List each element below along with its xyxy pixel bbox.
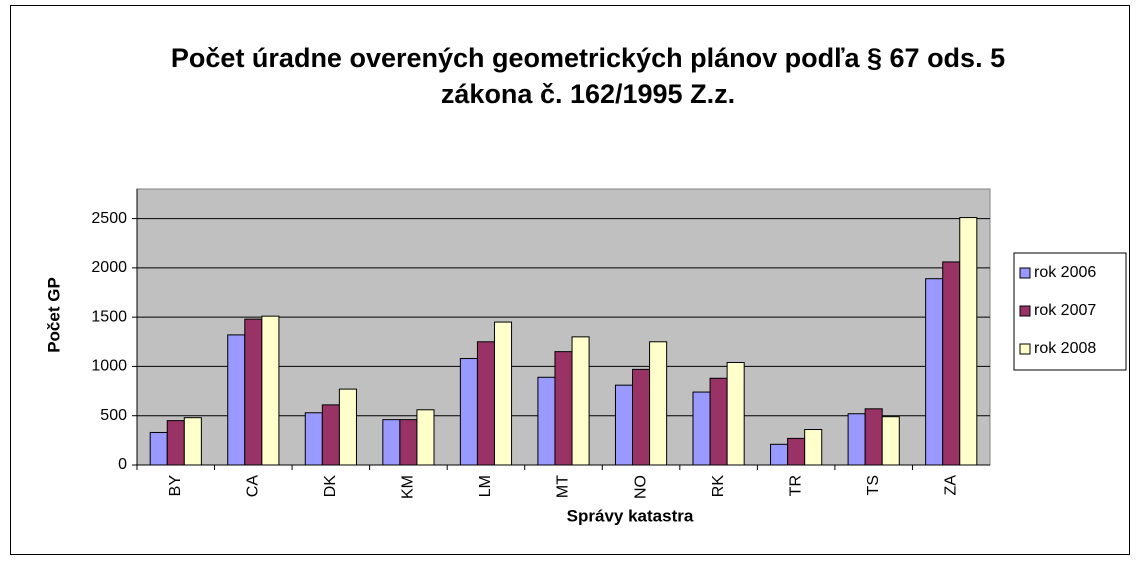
- bar: [537, 376, 556, 466]
- legend-label: rok 2008: [1034, 340, 1096, 357]
- bar: [338, 388, 357, 466]
- y-axis-label: Počet GP: [44, 277, 63, 353]
- bar: [304, 412, 323, 466]
- x-tick-label: MT: [555, 475, 572, 498]
- bar: [382, 419, 401, 466]
- bar: [942, 261, 961, 466]
- x-tick-label: DK: [322, 475, 339, 498]
- bar: [632, 368, 651, 466]
- x-axis-label: Správy katastra: [567, 506, 694, 525]
- chart-title: Počet úradne overených geometrických plá…: [170, 43, 1006, 109]
- bar: [227, 334, 246, 466]
- legend-swatch: [1019, 305, 1031, 317]
- x-tick-label: BY: [167, 475, 184, 497]
- x-tick-label: LM: [477, 475, 494, 497]
- legend-swatch: [1019, 343, 1031, 355]
- legend-label: rok 2006: [1034, 264, 1096, 281]
- bar: [261, 315, 280, 466]
- x-tick-label: ZA: [942, 475, 959, 496]
- x-tick-label: RK: [710, 475, 727, 498]
- bar: [321, 404, 340, 466]
- x-tick-label: TR: [787, 475, 804, 496]
- bar: [847, 413, 866, 466]
- x-tick-label: KM: [400, 475, 417, 499]
- bar: [399, 419, 418, 466]
- bar: [959, 217, 978, 466]
- y-tick-label: 2000: [91, 259, 127, 276]
- bar: [881, 416, 900, 466]
- bar: [493, 321, 513, 466]
- y-tick-label: 0: [118, 456, 127, 473]
- bar: [476, 341, 495, 466]
- bar: [166, 420, 185, 466]
- bar: [804, 429, 823, 466]
- bar: [614, 384, 634, 466]
- bar: [554, 351, 573, 466]
- legend-label: rok 2007: [1034, 302, 1096, 319]
- bar: [787, 437, 806, 466]
- x-tick-label: TS: [865, 475, 882, 495]
- bar: [925, 278, 944, 466]
- bar: [726, 361, 745, 466]
- bar: [459, 358, 478, 466]
- bar: [709, 377, 728, 466]
- legend-box: [1013, 252, 1127, 371]
- bar: [149, 431, 168, 466]
- x-tick-label: NO: [632, 475, 649, 499]
- y-tick-label: 500: [100, 407, 127, 424]
- legend-swatch: [1019, 267, 1031, 279]
- bar: [571, 336, 590, 466]
- x-tick-label: CA: [245, 475, 262, 498]
- y-tick-label: 1000: [91, 358, 127, 375]
- bar: [649, 341, 668, 466]
- bar: [416, 409, 435, 466]
- bar: [183, 417, 202, 466]
- bar: [692, 391, 711, 466]
- bar: [864, 408, 883, 466]
- y-tick-label: 2500: [91, 210, 127, 227]
- bar: [244, 318, 263, 466]
- y-tick-label: 1500: [91, 308, 127, 325]
- chart-frame: [10, 5, 1130, 555]
- bar: [770, 443, 789, 466]
